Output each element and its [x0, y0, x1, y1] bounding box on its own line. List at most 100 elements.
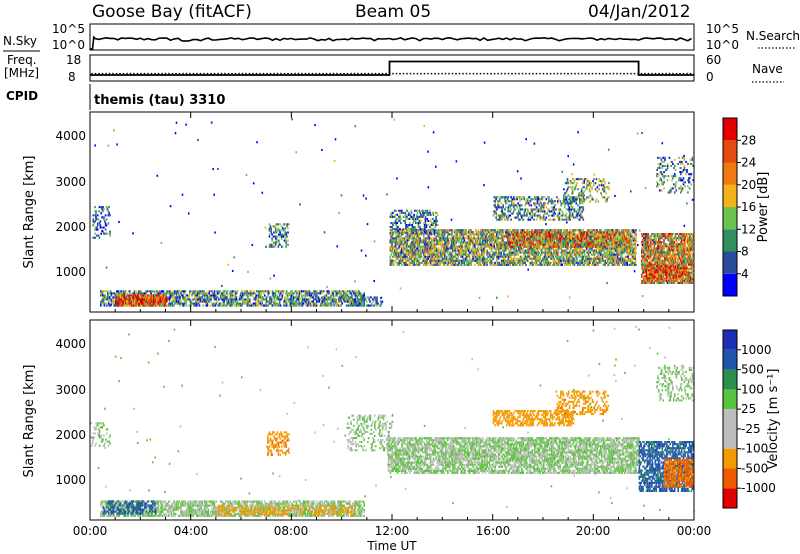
- heatmap-cell: [442, 259, 444, 262]
- heatmap-cell: [454, 261, 457, 264]
- heatmap-cell: [415, 257, 418, 260]
- heatmap-cell: [451, 261, 453, 264]
- heatmap-cell: [551, 257, 554, 260]
- heatmap-cell: [234, 304, 236, 307]
- heatmap-cell: [589, 261, 591, 264]
- heatmap-cell: [391, 239, 393, 242]
- heatmap-cell: [407, 233, 409, 236]
- heatmap-cell: [407, 235, 409, 238]
- heatmap-cell: [137, 296, 139, 299]
- heatmap-cell: [131, 300, 134, 303]
- heatmap-cell: [197, 298, 200, 301]
- heatmap-cell: [150, 296, 152, 299]
- heatmap-cell: [509, 249, 511, 252]
- heatmap-cell: [442, 251, 444, 254]
- heatmap-cell: [356, 302, 358, 305]
- heatmap-cell: [453, 255, 456, 258]
- heatmap-cell: [398, 245, 400, 248]
- heatmap-cell: [572, 257, 575, 260]
- heatmap-cell: [568, 257, 570, 260]
- heatmap-cell: [460, 233, 463, 236]
- heatmap-cell: [264, 302, 267, 305]
- heatmap-cell: [355, 300, 358, 303]
- heatmap-cell: [468, 253, 471, 256]
- heatmap-cell: [449, 229, 451, 232]
- heatmap-cell: [148, 296, 151, 299]
- heatmap-cell: [507, 257, 510, 260]
- heatmap-cell: [621, 251, 623, 254]
- heatmap-cell: [618, 263, 621, 266]
- heatmap-cell: [326, 292, 328, 295]
- heatmap-cell: [610, 253, 613, 256]
- heatmap-cell: [509, 241, 512, 244]
- heatmap-cell: [396, 241, 399, 244]
- heatmap-cell: [273, 302, 276, 305]
- heatmap-cell: [593, 263, 596, 266]
- heatmap-cell: [197, 302, 200, 305]
- heatmap-cell: [254, 304, 256, 307]
- heatmap-cell: [162, 296, 165, 299]
- heatmap-cell: [535, 235, 537, 238]
- heatmap-cell: [471, 253, 473, 256]
- heatmap-cell: [354, 294, 357, 297]
- heatmap-cell: [500, 247, 503, 250]
- heatmap-cell: [429, 253, 431, 256]
- heatmap-cell: [633, 261, 636, 264]
- heatmap-cell: [320, 298, 322, 301]
- heatmap-cell: [438, 257, 441, 260]
- heatmap-cell: [432, 251, 435, 254]
- heatmap-cell: [558, 257, 561, 260]
- heatmap-cell: [474, 251, 477, 254]
- heatmap-cell: [174, 290, 176, 293]
- heatmap-cell: [319, 290, 321, 293]
- heatmap-cell: [189, 290, 192, 293]
- heatmap-cell: [277, 304, 279, 307]
- heatmap-cell: [594, 261, 597, 264]
- heatmap-cell: [405, 259, 407, 262]
- heatmap-cell: [131, 298, 133, 301]
- heatmap-cell: [536, 241, 538, 244]
- heatmap-cell: [490, 237, 493, 240]
- heatmap-cell: [522, 251, 525, 254]
- heatmap-cell: [452, 251, 454, 254]
- heatmap-cell: [223, 296, 225, 299]
- heatmap-cell: [509, 253, 511, 256]
- heatmap-cell: [350, 292, 352, 295]
- heatmap-cell: [129, 292, 131, 295]
- heatmap-cell: [350, 302, 352, 305]
- heatmap-cell: [344, 300, 347, 303]
- heatmap-cell: [109, 290, 112, 293]
- heatmap-cell: [466, 237, 468, 240]
- heatmap-cell: [483, 239, 486, 242]
- heatmap-cell: [167, 304, 170, 307]
- heatmap-cell: [549, 257, 552, 260]
- heatmap-cell: [279, 304, 282, 307]
- heatmap-cell: [482, 259, 485, 262]
- heatmap-cell: [543, 255, 546, 258]
- heatmap-cell: [595, 259, 598, 262]
- heatmap-cell: [546, 249, 548, 252]
- heatmap-cell: [473, 235, 475, 238]
- heatmap-cell: [140, 294, 143, 297]
- heatmap-cell: [403, 247, 406, 250]
- heatmap-cell: [607, 247, 610, 250]
- heatmap-cell: [394, 253, 397, 256]
- heatmap-cell: [444, 233, 446, 236]
- heatmap-cell: [452, 239, 455, 242]
- heatmap-cell: [134, 298, 137, 301]
- heatmap-cell: [408, 249, 410, 252]
- heatmap-cell: [596, 263, 599, 266]
- heatmap-cell: [327, 298, 329, 301]
- heatmap-cell: [447, 263, 450, 266]
- heatmap-cell: [456, 247, 458, 250]
- heatmap-cell: [389, 255, 392, 258]
- heatmap-cell: [570, 253, 572, 256]
- heatmap-cell: [526, 245, 528, 248]
- heatmap-cell: [403, 263, 406, 266]
- heatmap-cell: [558, 261, 561, 264]
- heatmap-cell: [146, 294, 148, 297]
- heatmap-cell: [559, 261, 562, 264]
- heatmap-cell: [477, 245, 480, 248]
- heatmap-cell: [621, 255, 623, 258]
- heatmap-cell: [532, 257, 534, 260]
